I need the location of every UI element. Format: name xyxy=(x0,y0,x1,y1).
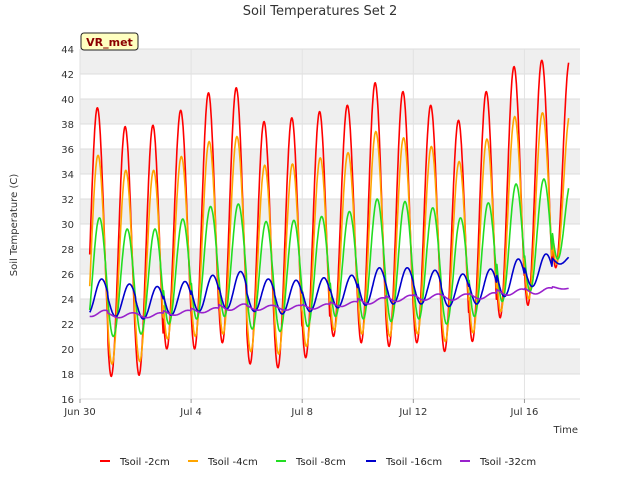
x-tick-label: Jul 4 xyxy=(179,407,202,418)
legend-label: Tsoil -32cm xyxy=(479,457,536,468)
y-tick-label: 24 xyxy=(61,295,74,306)
y-tick-label: 20 xyxy=(61,345,74,356)
plot-band xyxy=(80,99,580,124)
y-tick-label: 36 xyxy=(61,145,74,156)
y-tick-label: 26 xyxy=(61,270,74,281)
y-tick-label: 44 xyxy=(61,45,74,56)
x-tick-label: Jun 30 xyxy=(63,407,96,418)
y-tick-label: 40 xyxy=(61,95,74,106)
x-axis-label: Time xyxy=(553,425,578,436)
legend: Tsoil -2cm Tsoil -4cm Tsoil -8cm Tsoil -16c… xyxy=(100,457,536,468)
x-tick-label: Jul 16 xyxy=(509,407,538,418)
series-line-tsoil-4cm xyxy=(88,112,570,365)
x-tick-label: Jul 8 xyxy=(290,407,313,418)
y-tick-label: 18 xyxy=(61,370,74,381)
y-tick-label: 22 xyxy=(61,320,74,331)
y-tick-label: 32 xyxy=(61,195,74,206)
plot-band xyxy=(80,199,580,224)
station-badge: VR_met xyxy=(80,32,139,51)
legend-label: Tsoil -8cm xyxy=(295,457,346,468)
y-tick-label: 16 xyxy=(61,395,74,406)
plot-band xyxy=(80,149,580,174)
legend-label: Tsoil -4cm xyxy=(207,457,258,468)
badge-label: VR_met xyxy=(86,36,133,49)
y-axis-ticks: 16 18 20 22 24 26 28 30 32 34 36 38 40 42 44 xyxy=(61,45,74,406)
legend-label: Tsoil -2cm xyxy=(119,457,170,468)
plot-band xyxy=(80,349,580,374)
series-line-tsoil-32cm xyxy=(89,285,569,319)
series-lines xyxy=(88,59,570,378)
series-line-tsoil-8cm xyxy=(88,178,570,338)
y-tick-label: 42 xyxy=(61,70,74,81)
y-tick-label: 28 xyxy=(61,245,74,256)
badge-box xyxy=(80,32,139,51)
y-tick-label: 30 xyxy=(61,220,74,231)
x-axis-ticks: Jun 30 Jul 4 Jul 8 Jul 12 Jul 16 xyxy=(63,399,538,418)
x-tick-label: Jul 12 xyxy=(398,407,427,418)
legend-label: Tsoil -16cm xyxy=(385,457,442,468)
plot-band xyxy=(80,49,580,74)
y-tick-label: 34 xyxy=(61,170,74,181)
y-tick-label: 38 xyxy=(61,120,74,131)
y-axis-label: Soil Temperature (C) xyxy=(9,174,20,277)
chart-title: Soil Temperatures Set 2 xyxy=(243,4,398,19)
